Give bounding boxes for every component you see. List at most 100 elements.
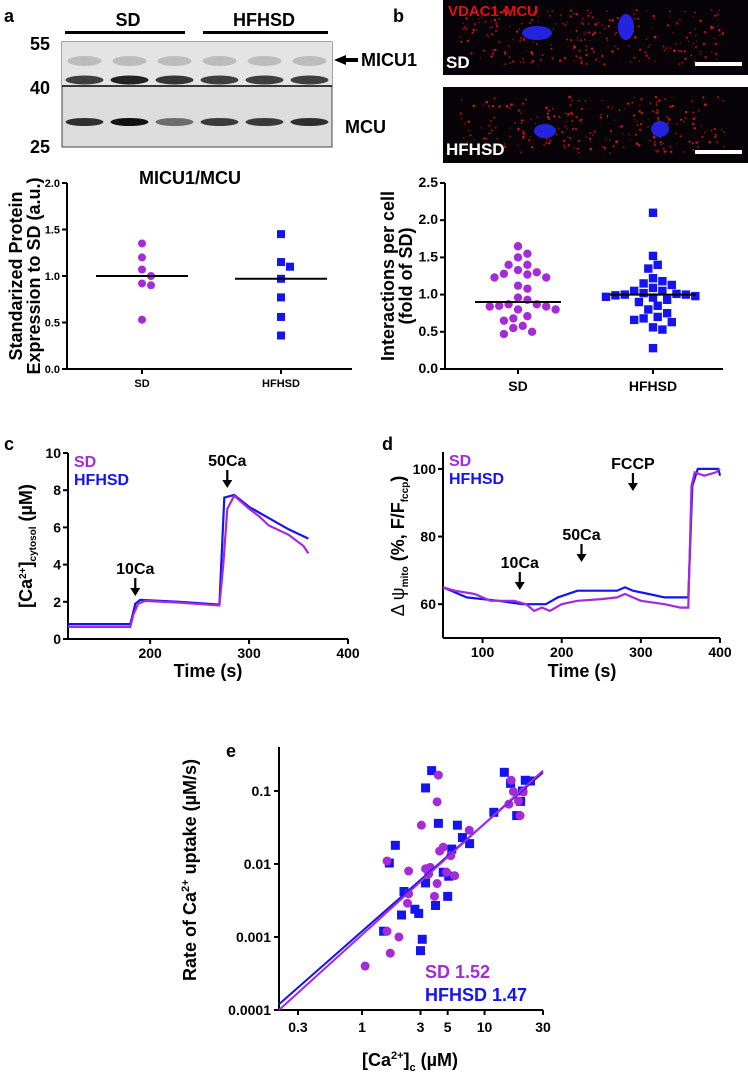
mcu-band	[200, 118, 239, 126]
pla-dot	[674, 42, 677, 45]
pla-dot	[546, 112, 549, 115]
y-tick-label: 0.1	[252, 783, 272, 799]
pla-dot	[652, 110, 654, 113]
pla-dot	[541, 53, 544, 56]
pla-dot	[652, 14, 655, 18]
pla-dot	[581, 17, 584, 20]
pla-dot	[685, 36, 689, 39]
fit-line-sd	[278, 769, 544, 1011]
pla-dot	[575, 29, 578, 32]
micu1-band	[247, 56, 282, 66]
arrow-head-icon	[222, 480, 233, 488]
pla-dot	[508, 26, 510, 28]
pla-dot	[670, 150, 673, 153]
data-point-sd	[513, 281, 523, 290]
data-point-hfhsd	[639, 288, 648, 298]
pla-dot	[519, 36, 523, 40]
panel-label-d: d	[382, 434, 393, 454]
pla-dot	[537, 64, 539, 66]
data-point-hfhsd	[390, 840, 400, 850]
pla-dot	[531, 53, 534, 56]
pla-dot	[652, 135, 656, 139]
pla-dot	[491, 104, 495, 108]
pla-dot	[655, 104, 658, 107]
lower-band	[245, 75, 284, 85]
pla-dot	[465, 27, 468, 30]
pla-dot	[474, 23, 476, 26]
pla-dot	[551, 57, 554, 60]
pla-dot	[680, 118, 683, 121]
mcu-band	[110, 118, 149, 126]
pla-dot	[609, 152, 611, 154]
panel-b-images: b VDAC1-MCU SD HFHSD	[393, 0, 748, 163]
panel-label-e: e	[226, 741, 236, 761]
pla-dot	[564, 147, 567, 149]
pla-dot	[594, 58, 598, 62]
y-tick-label: 1.5	[419, 248, 439, 264]
pla-dot	[508, 56, 511, 59]
pla-dot	[606, 40, 609, 42]
mw-marker-40: 40	[30, 78, 50, 98]
micu1-band	[67, 56, 102, 66]
y-tick-label: 1.0	[419, 286, 439, 302]
pla-dot	[517, 144, 519, 147]
pla-dot	[567, 112, 570, 116]
pla-dot	[585, 62, 588, 66]
pla-dot	[663, 150, 666, 153]
pla-dot	[638, 48, 642, 51]
pla-dot	[555, 133, 558, 136]
pla-dot	[648, 57, 650, 59]
pla-dot	[583, 33, 586, 36]
pla-dot	[552, 107, 554, 110]
pla-dot	[653, 35, 657, 39]
y-tick-label: 0.5	[419, 323, 439, 339]
pla-dot	[714, 135, 717, 139]
data-point-sd	[523, 284, 532, 293]
pla-dot	[605, 138, 607, 140]
pla-dot	[575, 12, 579, 16]
lower-band	[110, 75, 149, 85]
slope-label-sd: SD 1.52	[425, 962, 490, 982]
pla-dot	[624, 107, 626, 110]
pla-dot	[503, 8, 506, 12]
pla-dot	[667, 24, 670, 27]
x-tick-label: 300	[629, 644, 653, 660]
pla-dot	[696, 40, 698, 42]
pla-dot	[509, 135, 512, 137]
pla-dot	[520, 122, 523, 124]
pla-dot	[640, 97, 643, 101]
pla-dot	[498, 105, 501, 108]
pla-dot	[485, 100, 489, 104]
pla-dot	[599, 32, 601, 34]
pla-dot	[704, 132, 706, 134]
lower-band	[65, 75, 104, 85]
pla-dot	[689, 31, 691, 34]
pla-dot	[703, 103, 707, 107]
pla-dot	[493, 18, 497, 22]
pla-dot	[612, 144, 616, 148]
pla-dot	[682, 120, 685, 123]
pla-dot	[579, 119, 583, 122]
pla-dot	[614, 45, 617, 48]
blot-upper-strip	[62, 42, 332, 86]
legend-sd: SD	[449, 453, 471, 470]
pla-dot	[614, 119, 616, 121]
pla-dot	[672, 32, 674, 34]
pla-dot	[671, 104, 674, 108]
pla-dot	[536, 16, 539, 18]
y-tick-label: 60	[420, 596, 436, 612]
pla-dot	[684, 11, 686, 13]
pla-dot	[694, 34, 697, 37]
pla-dot	[508, 107, 511, 110]
data-point-sd	[523, 311, 532, 321]
pla-dot	[559, 14, 562, 16]
pla-dot	[695, 117, 697, 119]
pla-dot	[520, 112, 522, 115]
pla-dot	[488, 124, 491, 128]
pla-dot	[700, 125, 702, 127]
pla-dot	[611, 50, 614, 53]
pla-dot	[701, 135, 704, 138]
pla-dot	[522, 132, 526, 135]
pla-dot	[547, 10, 549, 13]
